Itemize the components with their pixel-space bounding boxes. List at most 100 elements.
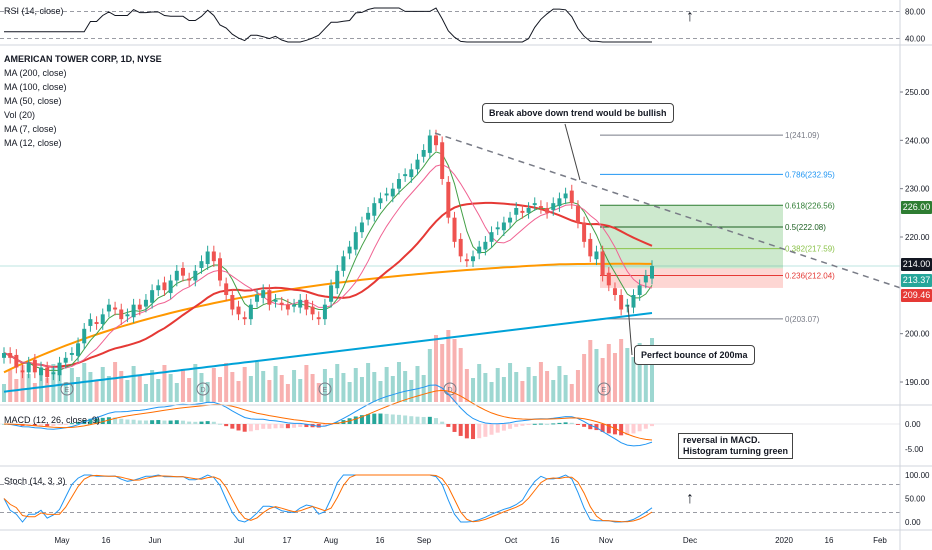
fib-label: 0(203.07) — [785, 315, 820, 324]
volume-bar — [125, 380, 130, 402]
macd-histogram-bar — [168, 420, 173, 424]
macd-pane: 0.00 -5.00 — [0, 384, 924, 454]
ma12-line — [3, 163, 653, 369]
candle-body — [489, 232, 494, 242]
candle-body — [464, 259, 469, 262]
candle-body — [384, 193, 389, 196]
macd-histogram-bar — [501, 424, 506, 431]
volume-bar — [180, 369, 185, 402]
volume-bar — [508, 363, 513, 402]
volume-bar — [514, 372, 519, 402]
volume-bar — [316, 383, 321, 402]
price-tick-label: 250.00 — [905, 88, 930, 97]
macd-histogram-bar — [143, 420, 148, 424]
macd-histogram-bar — [594, 424, 599, 431]
ma7-line — [3, 151, 653, 371]
candle-body — [501, 222, 506, 231]
macd-histogram-bar — [248, 424, 253, 432]
stoch-tick-label: 0.00 — [905, 518, 921, 527]
volume-bar — [625, 348, 630, 402]
macd-histogram-bar — [575, 424, 580, 425]
candle-body — [236, 306, 241, 315]
event-marker — [443, 382, 457, 396]
macd-histogram-bar — [32, 424, 37, 427]
indicator-ma12[interactable]: MA (12, close) — [4, 138, 62, 148]
time-axis-label: Sep — [417, 536, 432, 545]
event-marker — [196, 382, 210, 396]
macd-histogram-bar — [588, 424, 593, 430]
candle-body — [119, 309, 124, 320]
macd-histogram-bar — [94, 418, 99, 424]
volume-bar — [106, 376, 111, 402]
volume-bar — [143, 384, 148, 402]
candle-body — [51, 372, 56, 375]
macd-histogram-bar — [637, 424, 642, 432]
macd-histogram-bar — [199, 421, 204, 424]
candle-body — [538, 206, 543, 208]
macd-histogram-bar — [298, 424, 303, 428]
annotation-downtrend[interactable]: Break above down trend would be bullish — [482, 103, 674, 123]
volume-bar — [489, 382, 494, 402]
volume-bar — [341, 373, 346, 402]
candle-body — [434, 135, 438, 146]
candle-body — [569, 190, 574, 204]
volume-bar — [440, 344, 445, 402]
macd-histogram-bar — [458, 424, 463, 436]
volume-bar — [582, 354, 587, 402]
indicator-ma50[interactable]: MA (50, close) — [4, 96, 62, 106]
candle-body — [514, 208, 519, 215]
candle-body — [255, 295, 260, 302]
volume-bar — [248, 376, 253, 402]
volume-bar — [88, 372, 93, 402]
stoch-pane: 100.00 50.00 0.00 — [0, 471, 930, 527]
macd-histogram-bar — [211, 421, 216, 424]
annotation-macd[interactable]: reversal in MACD. Histogram turning gree… — [678, 433, 794, 459]
volume-bar — [322, 369, 327, 402]
candle-body — [588, 238, 593, 257]
volume-bar — [20, 365, 25, 402]
candle-body — [316, 317, 321, 320]
candle-body — [106, 304, 111, 312]
candle-body — [545, 208, 550, 213]
volume-bar — [520, 381, 525, 402]
indicator-ma100[interactable]: MA (100, close) — [4, 82, 67, 92]
indicator-ma7[interactable]: MA (7, close) — [4, 124, 57, 134]
fib-label: 1(241.09) — [785, 131, 820, 140]
macd-histogram-bar — [452, 424, 457, 432]
stoch-tick-label: 50.00 — [905, 495, 926, 504]
candle-body — [298, 299, 303, 308]
candle-body — [322, 304, 327, 320]
volume-bar — [557, 366, 562, 402]
volume-bar — [236, 381, 241, 402]
indicator-ma200[interactable]: MA (200, close) — [4, 68, 67, 78]
indicator-vol[interactable]: Vol (20) — [4, 110, 36, 120]
annotation-200ma[interactable]: Perfect bounce of 200ma — [634, 345, 755, 365]
macd-histogram-bar — [372, 413, 377, 424]
volume-bar — [279, 375, 284, 402]
volume-bar — [390, 376, 395, 402]
volume-bar — [501, 377, 506, 402]
volume-bar — [471, 378, 476, 402]
candle-body — [600, 251, 605, 276]
candle-body — [403, 174, 408, 177]
macd-histogram-bar — [131, 419, 136, 424]
candle-body — [125, 314, 130, 317]
volume-bar — [298, 379, 303, 402]
time-axis-label: Jun — [149, 536, 162, 545]
volume-bar — [378, 381, 383, 402]
candle-body — [643, 275, 648, 283]
volume-bar — [359, 377, 364, 402]
event-marker-label: D — [448, 387, 453, 394]
candle-body — [76, 343, 81, 356]
macd-histogram-bar — [100, 417, 105, 424]
macd-signal-line — [3, 389, 653, 441]
time-axis-label: 2020 — [775, 536, 793, 545]
macd-histogram-bar — [69, 423, 74, 425]
candle-body — [248, 304, 253, 320]
candle-body — [341, 256, 346, 271]
candle-body — [261, 290, 266, 298]
macd-histogram-bar — [193, 421, 198, 424]
candle-body — [631, 295, 636, 308]
time-axis-label: 16 — [825, 536, 834, 545]
